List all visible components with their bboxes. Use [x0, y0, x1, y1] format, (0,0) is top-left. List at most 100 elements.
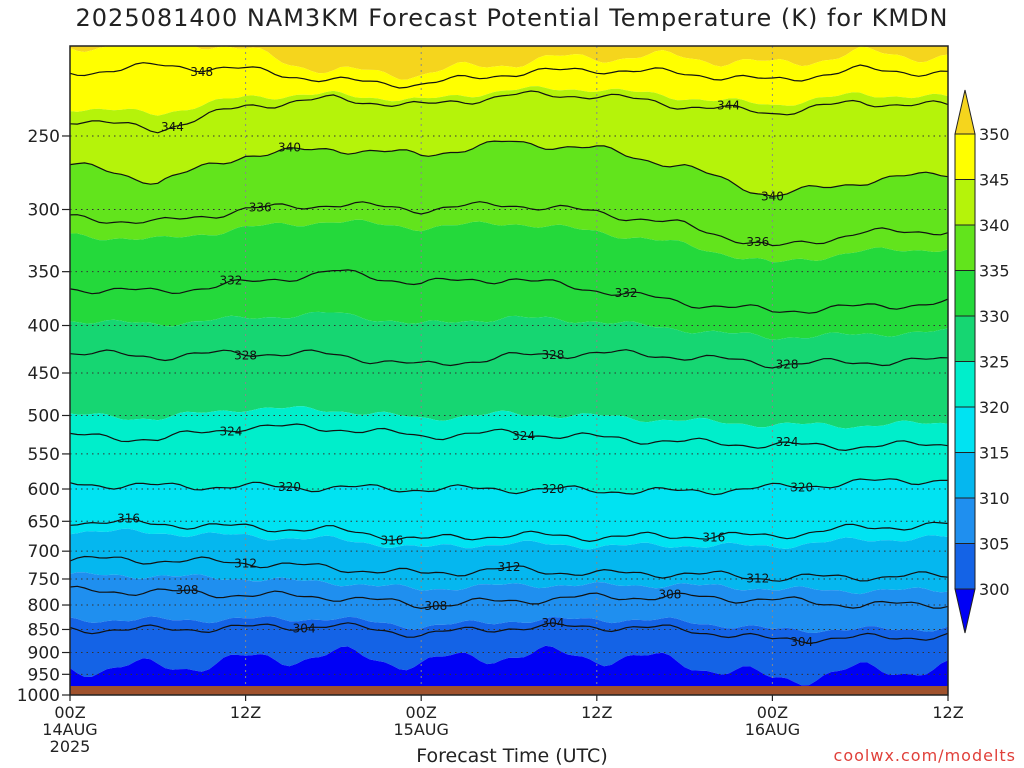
- contour-label: 312: [746, 572, 769, 586]
- colorbar: 300 305 310 315 320 325 330 335 340 345 350: [954, 89, 1010, 634]
- colorbar-segment: [954, 406, 976, 453]
- fill-band: [70, 528, 948, 595]
- fill-band: [70, 406, 948, 495]
- contour-label: 304: [541, 616, 564, 630]
- y-tick-label: 700: [28, 542, 60, 562]
- fill-band: [70, 311, 948, 429]
- fill-band: [70, 478, 948, 550]
- fill-band: [70, 645, 948, 695]
- contour-line-336: [69, 201, 949, 247]
- y-tick-label: 850: [28, 620, 60, 640]
- contour-label: 304: [790, 635, 813, 649]
- colorbar-label: 345: [979, 171, 1010, 190]
- y-tick-label: 600: [28, 480, 60, 500]
- contour-label: 320: [541, 482, 564, 496]
- chart-title: 2025081400 NAM3KM Forecast Potential Tem…: [75, 4, 949, 32]
- y-tick-label: 450: [28, 364, 60, 384]
- y-tick-label: 950: [28, 665, 60, 685]
- contour-label: 336: [249, 200, 272, 214]
- contour-label: 312: [498, 560, 521, 574]
- x-tick-label: 15AUG: [393, 720, 448, 739]
- colorbar-segment: [954, 452, 976, 499]
- contour-line-324: [69, 423, 949, 452]
- x-tick-label: 12Z: [581, 703, 612, 722]
- contour-label: 340: [278, 141, 301, 155]
- colorbar-label: 315: [979, 444, 1010, 463]
- colorbar-segment: [954, 133, 976, 180]
- y-tick-label: 650: [28, 512, 60, 532]
- contour-label: 308: [659, 588, 682, 602]
- contour-label: 344: [161, 120, 184, 134]
- contour-line-328: [69, 349, 949, 369]
- y-tick-label: 900: [28, 644, 60, 664]
- y-tick-label: 550: [28, 445, 60, 465]
- y-axis: 250 300 350 400 450 500 550 600 650 700 750 800 850 9…: [17, 127, 70, 706]
- fill-band: [70, 141, 948, 263]
- colorbar-label: 320: [979, 398, 1010, 417]
- colorbar-segment: [954, 361, 976, 408]
- colorbar-label: 310: [979, 489, 1010, 508]
- contour-line-332: [69, 269, 949, 314]
- contour-label: 328: [776, 357, 799, 371]
- contour-label: 324: [512, 429, 535, 443]
- colorbar-segment: [954, 224, 976, 271]
- fill-band: [70, 616, 948, 686]
- y-tick-label: 250: [28, 127, 60, 147]
- contour-label: 348: [190, 65, 213, 79]
- contour-label: 344: [717, 98, 740, 112]
- x-tick-label: 2025: [50, 737, 91, 756]
- colorbar-extend-bottom: [954, 588, 976, 634]
- contour-label: 320: [278, 480, 301, 494]
- colorbar-label: 325: [979, 353, 1010, 372]
- contour-fill-bands: [70, 46, 948, 695]
- x-tick-label: 00Z: [406, 703, 437, 722]
- fill-band: [70, 46, 948, 116]
- contour-line-320: [69, 478, 949, 496]
- contour-label: 336: [746, 235, 769, 249]
- x-tick-label: 12Z: [230, 703, 261, 722]
- fill-band: [70, 572, 948, 633]
- contour-label: 328: [234, 348, 257, 362]
- y-tick-label: 800: [28, 596, 60, 616]
- colorbar-label: 335: [979, 262, 1010, 281]
- colorbar-segment: [954, 497, 976, 544]
- x-tick-label: 00Z: [54, 703, 85, 722]
- colorbar-segment: [954, 543, 976, 590]
- colorbar-segment: [954, 270, 976, 317]
- contour-label: 320: [790, 481, 813, 495]
- plot-frame: [69, 45, 949, 696]
- ground-layer: [70, 686, 948, 695]
- contour-label: 308: [176, 583, 199, 597]
- contour-label: 308: [424, 599, 447, 613]
- contour-line-340: [69, 140, 949, 198]
- colorbar-extend-top: [954, 89, 976, 135]
- contour-label: 332: [615, 286, 638, 300]
- x-tick-label: 00Z: [757, 703, 788, 722]
- colorbar-label: 330: [979, 307, 1010, 326]
- y-tick-label: 750: [28, 570, 60, 590]
- colorbar-label: 340: [979, 216, 1010, 235]
- x-tick-label: 12Z: [932, 703, 963, 722]
- contour-line-308: [69, 585, 949, 610]
- x-tick-label: 16AUG: [745, 720, 800, 739]
- contour-label: 304: [293, 621, 316, 635]
- contour-line-304: [69, 622, 949, 645]
- contour-label: 328: [541, 348, 564, 362]
- colorbar-label: 350: [979, 125, 1010, 144]
- y-tick-label: 400: [28, 317, 60, 337]
- contour-label: 324: [776, 435, 799, 449]
- contour-line-344: [69, 90, 949, 134]
- colorbar-segment: [954, 179, 976, 226]
- colorbar-label: 305: [979, 535, 1010, 554]
- contour-label: 332: [220, 274, 243, 288]
- contour-lines: 348 344 344 340 340 336 336 332 332 328 328 328 324 3…: [69, 62, 949, 649]
- x-axis-label: Forecast Time (UTC): [416, 745, 608, 767]
- y-tick-label: 350: [28, 263, 60, 283]
- contour-label: 316: [380, 533, 403, 547]
- fill-band: [70, 46, 948, 80]
- y-tick-label: 500: [28, 406, 60, 426]
- contour-line-348: [69, 62, 949, 89]
- ground-fill: [70, 686, 948, 695]
